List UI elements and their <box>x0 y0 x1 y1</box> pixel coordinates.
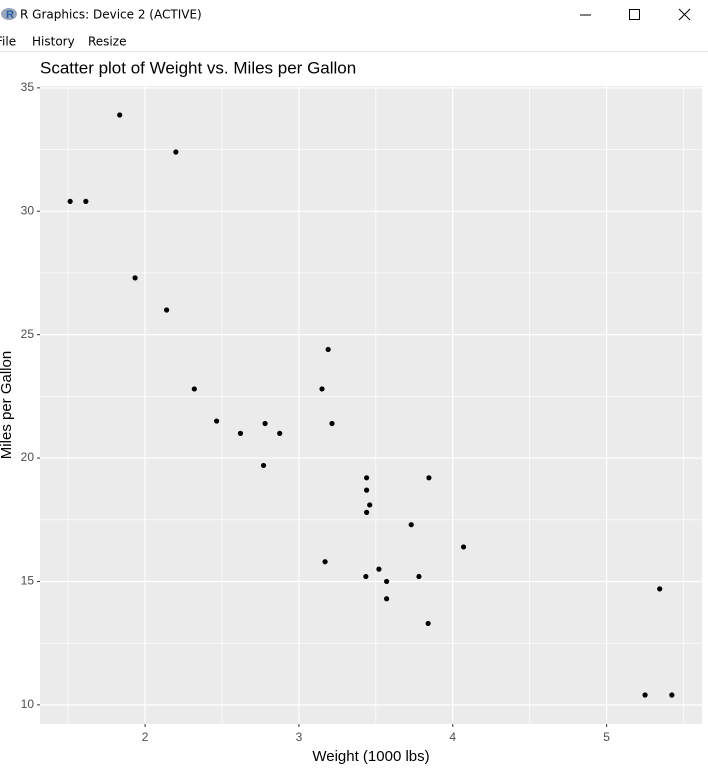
point <box>367 502 373 508</box>
point <box>426 475 432 481</box>
point <box>416 573 422 580</box>
point <box>376 566 382 572</box>
point <box>669 692 675 698</box>
y-axis-label: Miles per Gallon <box>0 351 15 459</box>
point <box>191 386 197 392</box>
y-tick-label: 10 <box>21 697 35 711</box>
menu-item[interactable]: History <box>32 35 75 49</box>
point <box>325 346 331 353</box>
minimize-button[interactable] <box>562 0 608 30</box>
plot: 2 3 4 5 10 15 20 25 30 35 <box>21 80 702 744</box>
point <box>363 573 369 580</box>
point <box>164 307 170 313</box>
point <box>384 596 390 602</box>
chart-title: Scatter plot of Weight vs. Miles per Gal… <box>40 58 356 77</box>
menu-item[interactable]: File <box>0 35 16 49</box>
menu-bar <box>0 30 708 52</box>
point <box>460 544 467 550</box>
point <box>214 418 220 424</box>
window-title: R Graphics: Device 2 (ACTIVE) <box>20 8 202 22</box>
y-tick-label: 20 <box>21 450 35 464</box>
maximize-button[interactable] <box>610 0 656 30</box>
x-tick-label: 5 <box>603 730 610 744</box>
point <box>329 420 335 427</box>
point <box>364 487 370 493</box>
x-tick-label: 2 <box>142 730 149 744</box>
close-button[interactable] <box>660 0 708 30</box>
point <box>322 559 328 565</box>
point <box>83 198 89 204</box>
point <box>657 586 663 592</box>
point <box>173 149 179 155</box>
point <box>384 578 390 585</box>
point <box>364 509 370 515</box>
point <box>319 386 325 392</box>
x-tick-label: 4 <box>449 730 456 744</box>
point <box>364 475 370 481</box>
y-tick-label: 25 <box>21 327 35 341</box>
point <box>117 112 123 118</box>
y-tick-label: 35 <box>21 80 35 94</box>
y-tick-label: 30 <box>21 203 35 217</box>
point <box>132 275 138 281</box>
x-tick-label: 3 <box>296 730 303 744</box>
point <box>408 522 414 528</box>
svg-text:R: R <box>6 9 14 21</box>
x-axis-label: Weight (1000 lbs) <box>312 748 429 765</box>
menu-item[interactable]: Resize <box>88 35 126 49</box>
point <box>262 420 268 427</box>
point <box>642 692 648 698</box>
point <box>425 620 431 627</box>
point <box>237 430 244 436</box>
app-icon: R <box>1 8 17 21</box>
point <box>260 462 267 469</box>
plot-panel <box>40 86 702 724</box>
point <box>67 198 73 204</box>
point <box>277 430 283 436</box>
y-tick-label: 15 <box>21 574 35 588</box>
